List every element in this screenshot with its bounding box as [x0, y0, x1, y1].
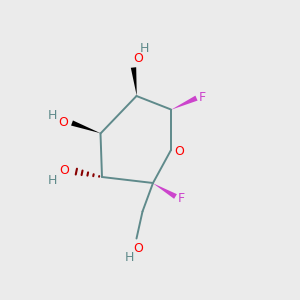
Text: H: H [48, 109, 57, 122]
Polygon shape [171, 96, 198, 110]
Text: H: H [139, 42, 149, 55]
Polygon shape [131, 67, 137, 96]
Polygon shape [71, 121, 100, 133]
Text: O: O [60, 164, 70, 178]
Text: O: O [133, 242, 143, 254]
Text: H: H [48, 173, 58, 187]
Text: O: O [175, 145, 184, 158]
Polygon shape [153, 183, 177, 199]
Text: O: O [58, 116, 68, 130]
Text: F: F [199, 91, 206, 104]
Text: O: O [133, 52, 143, 64]
Text: F: F [178, 191, 185, 205]
Text: H: H [125, 251, 135, 264]
